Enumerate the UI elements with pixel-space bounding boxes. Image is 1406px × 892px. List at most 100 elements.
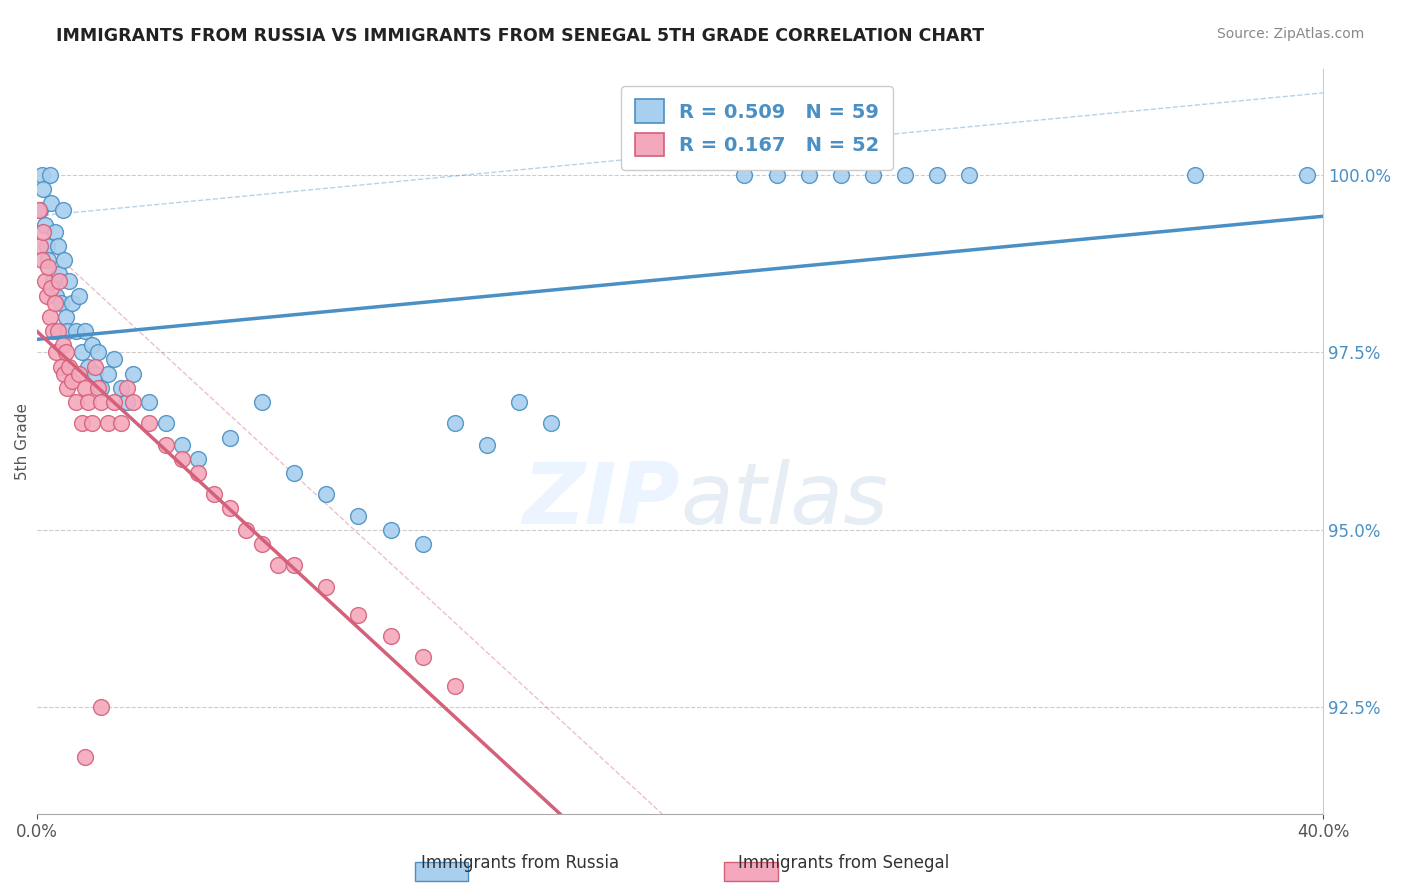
Point — [412, 650, 434, 665]
Point — [283, 558, 305, 573]
Point — [218, 501, 240, 516]
Point — [80, 417, 103, 431]
Point — [55, 310, 77, 324]
Point — [202, 487, 225, 501]
Point — [34, 274, 56, 288]
Text: atlas: atlas — [681, 459, 889, 542]
Point — [540, 417, 562, 431]
Point — [53, 367, 76, 381]
Point — [55, 345, 77, 359]
Point — [32, 225, 55, 239]
Point — [115, 395, 138, 409]
Point — [56, 324, 79, 338]
Point — [49, 295, 72, 310]
Point — [58, 359, 80, 374]
Point — [37, 253, 59, 268]
Point — [315, 487, 337, 501]
Point — [48, 268, 70, 282]
Point — [42, 274, 65, 288]
Point — [30, 203, 52, 218]
Point — [90, 700, 112, 714]
Point — [87, 345, 110, 359]
Point — [380, 629, 402, 643]
Point — [380, 523, 402, 537]
Point — [37, 260, 59, 275]
Point — [44, 225, 66, 239]
Point — [170, 437, 193, 451]
Point — [27, 203, 49, 218]
Point — [35, 288, 58, 302]
Point — [65, 324, 87, 338]
Point — [67, 288, 90, 302]
Point — [1184, 168, 1206, 182]
Text: ZIP: ZIP — [523, 459, 681, 542]
Point — [70, 417, 93, 431]
Point — [52, 338, 75, 352]
Point — [38, 310, 60, 324]
Point — [508, 395, 530, 409]
Point — [90, 395, 112, 409]
Point — [475, 437, 498, 451]
Point — [283, 466, 305, 480]
Point — [77, 395, 100, 409]
Point — [56, 381, 79, 395]
Text: Immigrants from Russia: Immigrants from Russia — [422, 855, 619, 872]
Point — [115, 381, 138, 395]
Point — [75, 381, 97, 395]
Point — [862, 168, 884, 182]
Point — [110, 417, 132, 431]
Point — [70, 345, 93, 359]
Legend: R = 0.509   N = 59, R = 0.167   N = 52: R = 0.509 N = 59, R = 0.167 N = 52 — [621, 86, 893, 170]
Point — [46, 239, 69, 253]
Point — [75, 324, 97, 338]
Point — [41, 281, 63, 295]
Text: IMMIGRANTS FROM RUSSIA VS IMMIGRANTS FROM SENEGAL 5TH GRADE CORRELATION CHART: IMMIGRANTS FROM RUSSIA VS IMMIGRANTS FRO… — [56, 27, 984, 45]
Point — [53, 253, 76, 268]
Text: Source: ZipAtlas.com: Source: ZipAtlas.com — [1216, 27, 1364, 41]
Point — [31, 253, 53, 268]
Point — [77, 359, 100, 374]
Point — [44, 295, 66, 310]
Point — [122, 395, 145, 409]
Point — [170, 451, 193, 466]
Point — [122, 367, 145, 381]
Point — [97, 417, 120, 431]
Point — [41, 196, 63, 211]
Point — [733, 168, 755, 182]
Point — [35, 239, 58, 253]
Point — [110, 381, 132, 395]
Point — [42, 324, 65, 338]
Point — [250, 395, 273, 409]
Point — [46, 324, 69, 338]
Point — [267, 558, 290, 573]
Point — [412, 537, 434, 551]
Point — [80, 338, 103, 352]
Point — [444, 679, 467, 693]
Point — [60, 295, 83, 310]
Point — [58, 274, 80, 288]
Point — [444, 417, 467, 431]
Point — [957, 168, 980, 182]
Point — [75, 749, 97, 764]
Point — [45, 345, 67, 359]
Point — [103, 352, 125, 367]
Point — [830, 168, 852, 182]
Point — [155, 437, 177, 451]
Point — [32, 182, 55, 196]
Point — [52, 203, 75, 218]
Point — [45, 288, 67, 302]
Point — [60, 374, 83, 388]
Point — [250, 537, 273, 551]
Point — [894, 168, 917, 182]
Point — [31, 168, 53, 182]
Point — [30, 239, 52, 253]
Point — [97, 367, 120, 381]
Point — [765, 168, 787, 182]
Point — [83, 359, 105, 374]
Point — [347, 508, 370, 523]
Point — [187, 451, 209, 466]
Point — [155, 417, 177, 431]
Point — [235, 523, 257, 537]
Point — [187, 466, 209, 480]
Point — [48, 274, 70, 288]
